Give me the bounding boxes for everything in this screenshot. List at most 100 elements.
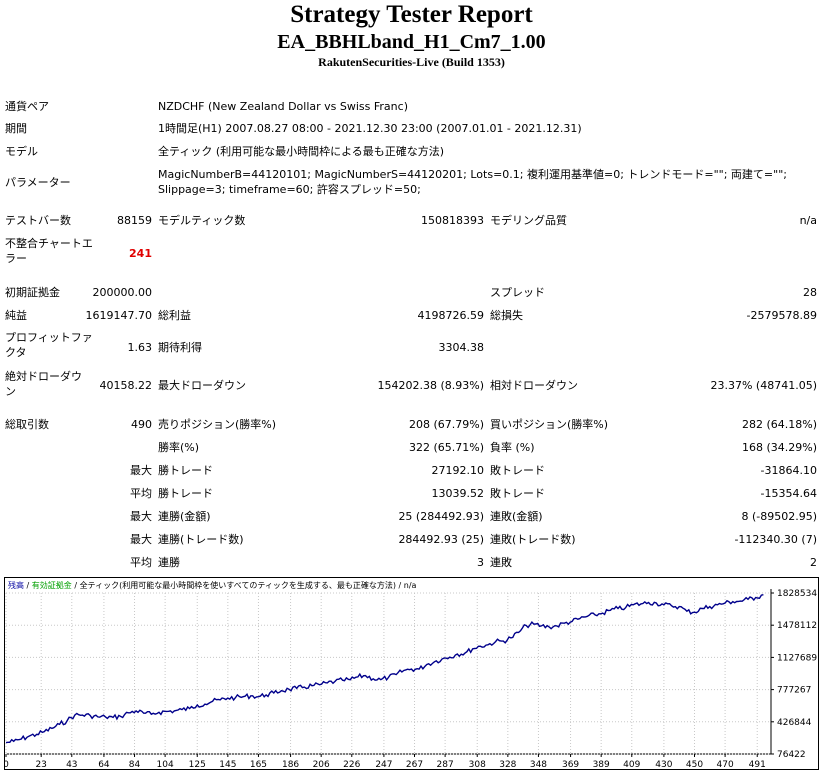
- balance-chart: 1828534 1478112 1127689 777267 426844 76422 0 2…: [4, 577, 819, 770]
- chart-y-tick-label: 777267: [777, 686, 811, 696]
- consecutive-wins-money-value: 25 (284492.93): [398, 510, 484, 523]
- chart-x-tick-label: 369: [562, 760, 579, 770]
- chart-x-tick-label: 450: [686, 760, 703, 770]
- chart-x-tick-label: 125: [189, 760, 206, 770]
- net-value: 1619147.70: [85, 309, 152, 322]
- chart-x-tick-label: 43: [66, 760, 77, 770]
- short-positions-value: 208 (67.79%): [408, 418, 484, 431]
- gross-profit-value: 4198726.59: [417, 309, 484, 322]
- profit-factor-value: 1.63: [127, 341, 153, 354]
- relative-drawdown-label: 相対ドローダウン: [490, 379, 578, 392]
- symbol-value: NZDCHF (New Zealand Dollar vs Swiss Fran…: [158, 100, 408, 113]
- max-drawdown-label: 最大ドローダウン: [158, 379, 246, 392]
- long-positions-label: 買いポジション(勝率%): [490, 418, 609, 431]
- chart-x-tick-label: 104: [157, 760, 174, 770]
- payoff-label: 期待利得: [158, 341, 202, 354]
- max-prefix-1: 最大: [130, 510, 152, 523]
- bars-value: 88159: [117, 214, 152, 227]
- legend-balance: 残高: [8, 581, 24, 590]
- consecutive-loss-amount-label: 連敗(トレード数): [490, 533, 576, 546]
- absolute-drawdown-value: 40158.22: [99, 379, 153, 392]
- balance-chart-svg: 1828534 1478112 1127689 777267 426844 76422 0 2…: [4, 577, 819, 770]
- largest-loss-label: 敗トレード: [490, 464, 545, 477]
- mismatch-value: 241: [129, 247, 152, 260]
- chart-x-tick-label: 206: [313, 760, 330, 770]
- chart-x-tick-label: 23: [35, 760, 46, 770]
- chart-x-tick-label: 0: [4, 760, 9, 770]
- chart-x-tick-label: 409: [623, 760, 640, 770]
- ea-name: EA_BBHLband_H1_Cm7_1.00: [277, 31, 546, 53]
- chart-y-tick-label: 426844: [777, 718, 812, 728]
- chart-frame: [4, 577, 819, 770]
- consecutive-loss-amount-value: -112340.30 (7): [734, 533, 817, 546]
- average-loss-label: 敗トレード: [490, 487, 545, 500]
- chart-y-tick-label: 76422: [777, 750, 806, 760]
- total-trades-value: 490: [131, 418, 152, 431]
- mismatch-label: 不整合チャートエラー: [5, 237, 93, 265]
- chart-x-tick-label: 267: [406, 760, 423, 770]
- total-trades-label: 総取引数: [5, 418, 49, 431]
- absolute-drawdown-label: 絶対ドローダウン: [5, 370, 82, 398]
- params-label: パラメーター: [5, 176, 71, 189]
- chart-x-tick-label: 328: [499, 760, 516, 770]
- ticks-label: モデルティック数: [158, 214, 246, 227]
- quality-label: モデリング品質: [490, 214, 567, 227]
- deposit-label: 初期証拠金: [5, 286, 60, 299]
- chart-y-tick-label: 1828534: [777, 589, 817, 599]
- spread-value: 28: [803, 286, 817, 299]
- payoff-value: 3304.38: [438, 341, 485, 354]
- model-label: モデル: [5, 145, 38, 158]
- report-title: Strategy Tester Report: [290, 1, 533, 28]
- chart-x-tick-label: 186: [282, 760, 299, 770]
- largest-win-value: 27192.10: [431, 464, 485, 477]
- period-value: 1時間足(H1) 2007.08.27 08:00 - 2021.12.30 2…: [158, 122, 582, 135]
- consecutive-wins-money-label: 連勝(金額): [158, 510, 211, 523]
- legend-model: 全ティック(利用可能な最小時間枠を使いすべてのティックを生成する、最も正確な方法…: [79, 581, 396, 590]
- spread-label: スプレッド: [490, 286, 545, 299]
- legend-separator-2: /: [71, 581, 80, 590]
- legend-separator-1: /: [24, 581, 32, 590]
- chart-x-tick-label: 491: [749, 760, 766, 770]
- max-prefix-2: 最大: [130, 533, 152, 546]
- average-prefix: 平均: [130, 487, 152, 500]
- legend-equity: 有効証拠金: [31, 581, 72, 590]
- legend-quality: n/a: [403, 581, 417, 590]
- largest-win-label: 勝トレード: [158, 464, 213, 477]
- relative-drawdown-value: 23.37% (48741.05): [710, 379, 817, 392]
- average-consecutive-wins-value: 3: [477, 556, 484, 569]
- ticks-value: 150818393: [421, 214, 484, 227]
- chart-legend: 残高 / 有効証拠金 / 全ティック(利用可能な最小時間枠を使いすべてのティック…: [8, 580, 416, 592]
- gross-loss-value: -2579578.89: [746, 309, 817, 322]
- largest-loss-value: -31864.10: [760, 464, 817, 477]
- loss-rate-label: 負率 (%): [490, 441, 535, 454]
- max-drawdown-value: 154202.38 (8.93%): [377, 379, 484, 392]
- chart-x-tick-label: 226: [343, 760, 360, 770]
- consecutive-profit-label: 連勝(トレード数): [158, 533, 244, 546]
- model-value: 全ティック (利用可能な最小時間枠による最も正確な方法): [158, 145, 445, 158]
- win-rate-label: 勝率(%): [158, 441, 200, 454]
- average-consecutive-losses-label: 連敗: [490, 556, 512, 569]
- bars-label: テストバー数: [5, 214, 71, 227]
- chart-y-tick-label: 1127689: [777, 653, 817, 663]
- chart-x-tick-label: 84: [129, 760, 141, 770]
- server-name: RakutenSecurities-Live (Build 1353): [318, 55, 505, 69]
- average-prefix-2: 平均: [130, 556, 152, 569]
- chart-balance-line: [5, 594, 764, 744]
- gross-profit-label: 総利益: [158, 309, 191, 322]
- deposit-value: 200000.00: [92, 286, 153, 299]
- average-loss-value: -15354.64: [760, 487, 817, 500]
- short-positions-label: 売りポジション(勝率%): [158, 418, 277, 431]
- net-label: 純益: [5, 309, 27, 322]
- chart-x-tick-label: 389: [593, 760, 610, 770]
- chart-x-tick-label: 287: [437, 760, 454, 770]
- average-consecutive-wins-label: 連勝: [158, 556, 180, 569]
- quality-value: n/a: [799, 214, 817, 227]
- chart-y-tick-label: 1478112: [777, 621, 817, 631]
- legend-separator-3: /: [395, 581, 404, 590]
- chart-x-tick-label: 348: [530, 760, 547, 770]
- chart-x-tick-label: 430: [655, 760, 672, 770]
- chart-x-tick-label: 308: [469, 760, 486, 770]
- average-consecutive-losses-value: 2: [810, 556, 817, 569]
- win-rate-value: 322 (65.71%): [408, 441, 484, 454]
- period-label: 期間: [5, 122, 27, 135]
